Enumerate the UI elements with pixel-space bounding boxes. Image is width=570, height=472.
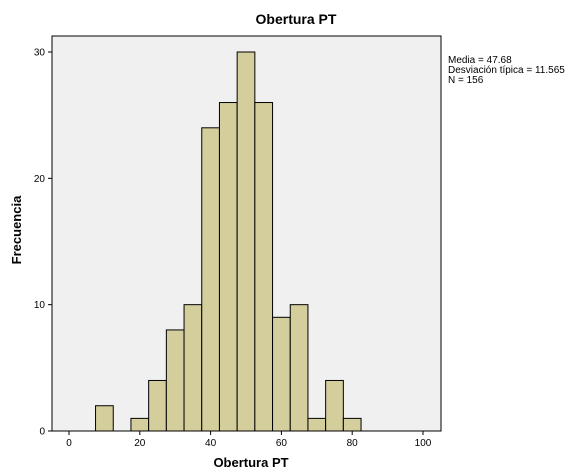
stat-mean: Media = 47.68 [448,55,512,66]
x-tick-label: 20 [134,438,146,449]
x-tick-label: 100 [415,438,432,449]
x-tick-label: 60 [276,438,288,449]
x-tick-label: 0 [66,438,72,449]
histogram-bar-0 [95,405,114,432]
y-tick-label: 0 [39,427,45,438]
histogram-bar-2 [148,379,167,432]
y-tick-label: 10 [34,300,46,311]
x-tick-label: 80 [347,438,359,449]
x-tick-label: 40 [205,438,217,449]
x-axis-ticks: 0 20 40 60 80 100 [66,431,432,449]
histogram-bar-3 [165,329,185,432]
histogram-bars [95,51,362,432]
y-tick-label: 20 [34,174,46,185]
histogram-bar-9 [272,316,291,432]
x-axis-label: Obertura PT [213,455,288,470]
histogram-bar-7 [236,51,256,432]
histogram-bar-8 [254,102,274,432]
y-axis-label: Frecuencia [9,195,24,264]
histogram-bar-11 [307,417,327,432]
histogram-bar-13 [342,417,362,432]
histogram-bar-5 [201,127,220,432]
y-tick-label: 30 [34,48,46,59]
histogram-bar-12 [325,379,344,432]
y-axis-ticks: 0 10 20 30 [34,48,52,438]
stat-std-dev: Desviación típica = 11.565 [448,65,565,76]
histogram-bar-6 [218,102,238,432]
histogram-bar-10 [289,304,309,432]
stat-n: N = 156 [448,75,484,86]
histogram-bar-4 [183,304,203,432]
histogram-bar-1 [130,417,150,432]
chart-title: Obertura PT [256,11,337,27]
statistics-legend: Media = 47.68 Desviación típica = 11.565… [448,55,565,86]
